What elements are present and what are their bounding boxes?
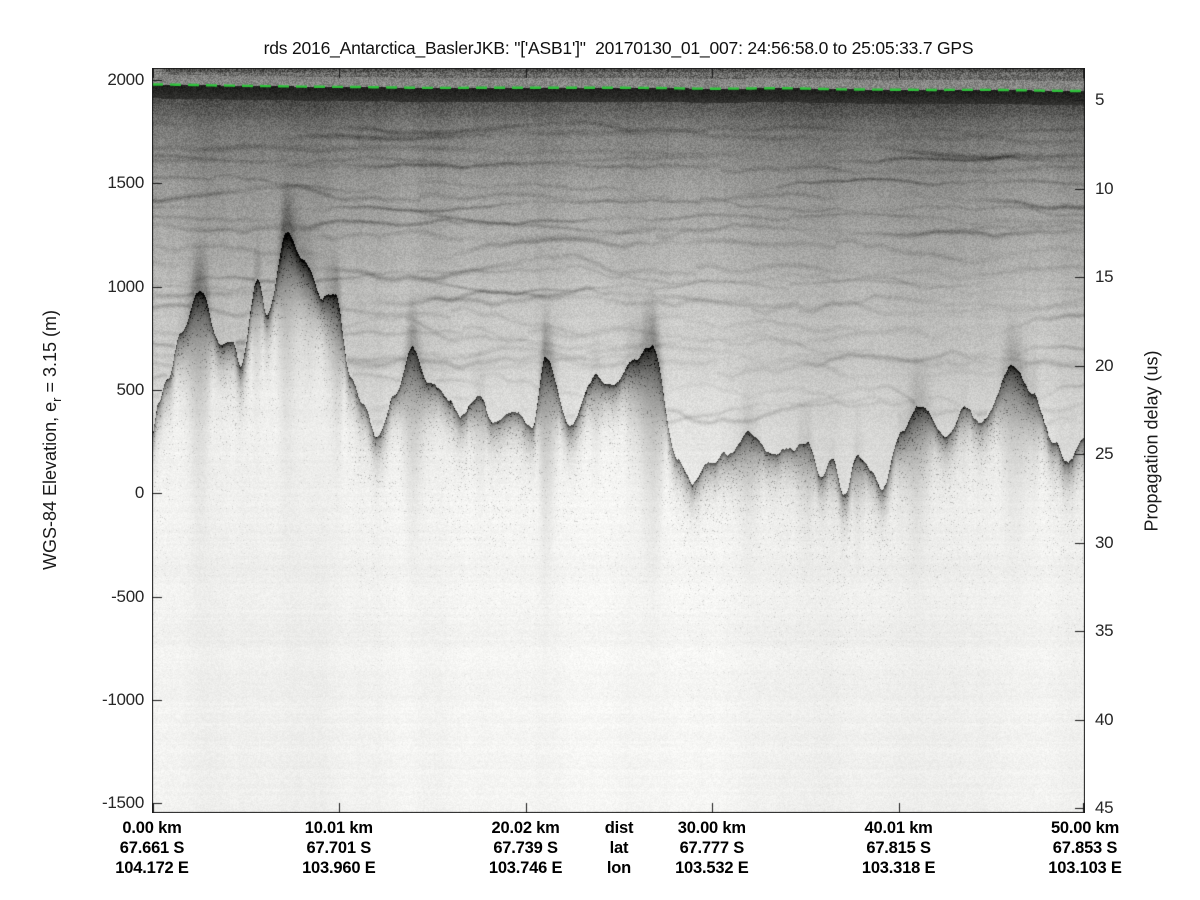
- elevation-tick-label: -1000: [102, 689, 144, 709]
- x-axis-row-headers: dist lat lon: [579, 818, 659, 878]
- elevation-tick-label: -500: [111, 586, 144, 606]
- x-distance-label: 10.01 km: [304, 819, 373, 837]
- x-longitude-label: 103.532 E: [675, 859, 749, 877]
- left-axis-label: WGS-84 Elevation, er = 3.15 (m): [40, 310, 64, 570]
- elevation-tick-label: 1500: [107, 173, 144, 193]
- x-latitude-label: 67.777 S: [679, 839, 745, 857]
- x-latitude-label: 67.701 S: [306, 839, 372, 857]
- elevation-tick-label: 2000: [107, 70, 144, 89]
- x-axis-column-label: 40.01 km 67.815 S 103.318 E: [819, 818, 979, 878]
- figure-title: rds 2016_Antarctica_BaslerJKB: "['ASB1']…: [263, 38, 974, 58]
- delay-tick-label: 35: [1095, 621, 1114, 640]
- elevation-tick-label: 0: [134, 483, 144, 503]
- x-latitude-label: 67.853 S: [1052, 839, 1118, 857]
- x-latitude-label: 67.739 S: [493, 839, 558, 857]
- delay-tick-label: 45: [1095, 798, 1114, 817]
- elevation-tick-label: -1500: [102, 793, 144, 813]
- x-longitude-label: 103.960 E: [302, 859, 376, 877]
- x-latitude-label: 67.815 S: [866, 839, 931, 857]
- delay-tick-label: 10: [1095, 178, 1114, 198]
- x-longitude-label: 104.172 E: [115, 859, 189, 877]
- delay-tick-label: 25: [1095, 444, 1114, 463]
- x-longitude-label: 103.318 E: [861, 859, 936, 877]
- x-distance-label: 50.00 km: [1050, 819, 1120, 837]
- x-longitude-label: 103.103 E: [1048, 859, 1122, 877]
- elevation-tick-label: 500: [116, 379, 145, 399]
- x-axis-row-header: dist: [604, 819, 634, 837]
- x-axis-column-label: 30.00 km 67.777 S 103.532 E: [632, 818, 792, 878]
- x-distance-label: 20.02 km: [491, 819, 560, 837]
- radargram-image: [152, 68, 1085, 813]
- x-distance-label: 30.00 km: [677, 819, 746, 837]
- right-axis-label: Propagation delay (us): [1141, 350, 1162, 532]
- x-latitude-label: 67.661 S: [119, 839, 185, 857]
- x-axis-column-label: 20.02 km 67.739 S 103.746 E: [446, 818, 606, 878]
- x-axis-column-label: 0.00 km 67.661 S 104.172 E: [72, 818, 232, 878]
- x-axis-column-label: 50.00 km 67.853 S 103.103 E: [1005, 818, 1165, 878]
- delay-tick-label: 15: [1095, 267, 1114, 286]
- delay-tick-label: 5: [1095, 90, 1105, 109]
- delay-tick-label: 40: [1095, 709, 1114, 729]
- x-axis-row-header: lat: [609, 839, 629, 857]
- x-axis-column-label: 10.01 km 67.701 S 103.960 E: [259, 818, 419, 878]
- delay-tick-label: 20: [1095, 355, 1114, 375]
- x-longitude-label: 103.746 E: [488, 859, 563, 877]
- x-axis-row-header: lon: [606, 859, 632, 877]
- x-distance-label: 0.00 km: [122, 819, 182, 837]
- x-distance-label: 40.01 km: [864, 819, 933, 837]
- elevation-tick-label: 1000: [107, 276, 144, 296]
- delay-tick-label: 30: [1095, 532, 1114, 552]
